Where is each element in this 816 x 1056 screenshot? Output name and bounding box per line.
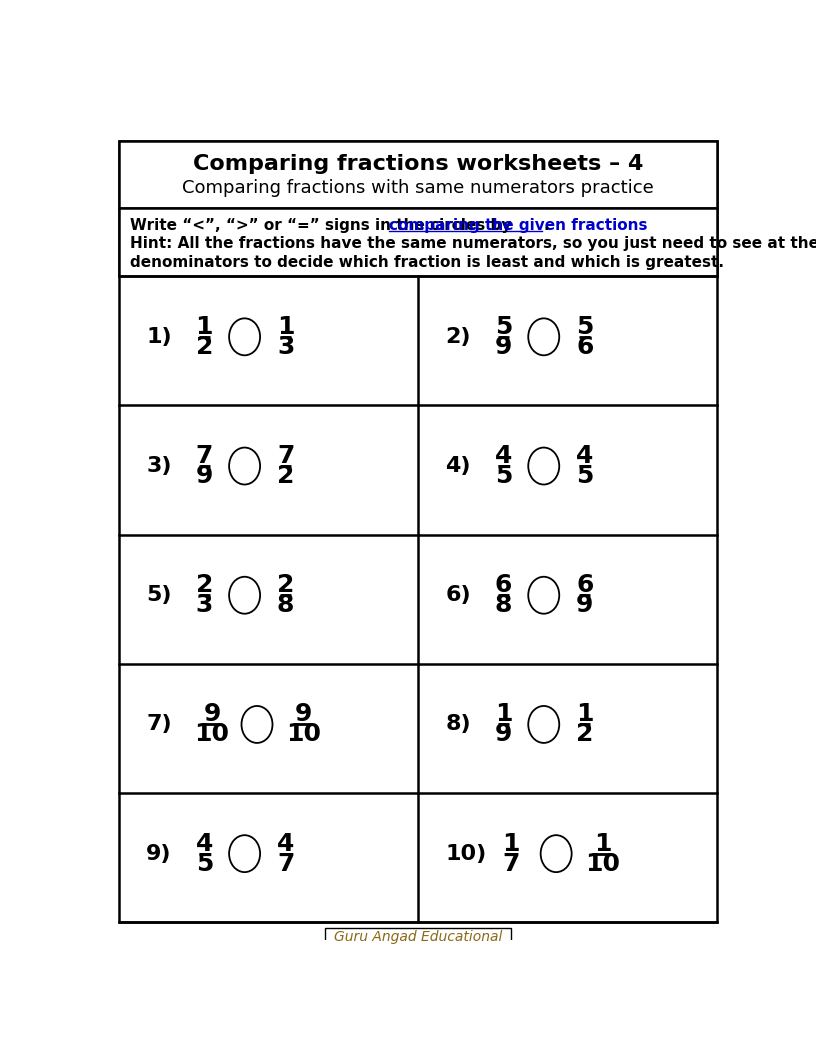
Text: 3: 3 — [196, 593, 213, 618]
Text: 8): 8) — [446, 715, 471, 734]
Text: 7: 7 — [277, 851, 295, 875]
Text: 3: 3 — [277, 335, 295, 359]
Text: Comparing fractions with same numerators practice: Comparing fractions with same numerators… — [182, 180, 654, 197]
Text: 1: 1 — [594, 832, 611, 855]
Text: .: . — [543, 218, 549, 232]
Text: 1: 1 — [503, 832, 520, 855]
Text: 9: 9 — [203, 702, 221, 727]
Text: 6: 6 — [576, 573, 593, 598]
Text: 2: 2 — [196, 573, 213, 598]
Text: 2): 2) — [446, 326, 471, 346]
Text: 1): 1) — [146, 326, 172, 346]
Text: 9: 9 — [494, 335, 512, 359]
Text: Comparing fractions worksheets – 4: Comparing fractions worksheets – 4 — [193, 154, 643, 173]
Text: 9: 9 — [196, 464, 213, 488]
Text: 4: 4 — [196, 832, 213, 855]
Text: 1: 1 — [196, 315, 213, 339]
Text: 5: 5 — [494, 315, 512, 339]
Text: 9): 9) — [146, 844, 171, 864]
Text: 7: 7 — [277, 444, 295, 468]
Bar — [119, 140, 717, 208]
Text: comparing the given fractions: comparing the given fractions — [388, 218, 647, 232]
Bar — [326, 928, 511, 945]
Text: 3): 3) — [146, 456, 171, 476]
Text: 4: 4 — [576, 444, 593, 468]
Text: 6: 6 — [494, 573, 512, 598]
Text: 10: 10 — [194, 722, 229, 747]
Text: Hint: All the fractions have the same numerators, so you just need to see at the: Hint: All the fractions have the same nu… — [130, 237, 816, 251]
Text: 2: 2 — [277, 573, 295, 598]
Text: 6): 6) — [446, 585, 471, 605]
Text: Guru Angad Educational: Guru Angad Educational — [334, 929, 503, 944]
Text: 4: 4 — [277, 832, 295, 855]
Text: 5: 5 — [576, 464, 593, 488]
Text: 9: 9 — [494, 722, 512, 747]
Text: 7: 7 — [196, 444, 213, 468]
Text: 8: 8 — [277, 593, 295, 618]
Text: 1: 1 — [576, 702, 593, 727]
Text: 10: 10 — [286, 722, 321, 747]
Text: 4): 4) — [446, 456, 471, 476]
Text: 2: 2 — [196, 335, 213, 359]
Text: 1: 1 — [494, 702, 512, 727]
Text: 2: 2 — [277, 464, 295, 488]
Text: 8: 8 — [494, 593, 512, 618]
Text: 6: 6 — [576, 335, 593, 359]
Text: 4: 4 — [494, 444, 512, 468]
Text: 7: 7 — [503, 851, 520, 875]
Text: Write “<”, “>” or “=” signs in the circles by: Write “<”, “>” or “=” signs in the circl… — [130, 218, 517, 232]
Text: 7): 7) — [146, 715, 172, 734]
Text: 5: 5 — [494, 464, 512, 488]
Text: 5: 5 — [576, 315, 593, 339]
Text: 1: 1 — [277, 315, 295, 339]
Text: 9: 9 — [576, 593, 593, 618]
Text: 10): 10) — [446, 844, 486, 864]
Bar — [119, 208, 717, 276]
Text: 5: 5 — [196, 851, 213, 875]
Text: 5): 5) — [146, 585, 171, 605]
Text: 2: 2 — [576, 722, 593, 747]
Text: 9: 9 — [295, 702, 313, 727]
Text: denominators to decide which fraction is least and which is greatest.: denominators to decide which fraction is… — [130, 254, 724, 269]
Text: 10: 10 — [585, 851, 620, 875]
